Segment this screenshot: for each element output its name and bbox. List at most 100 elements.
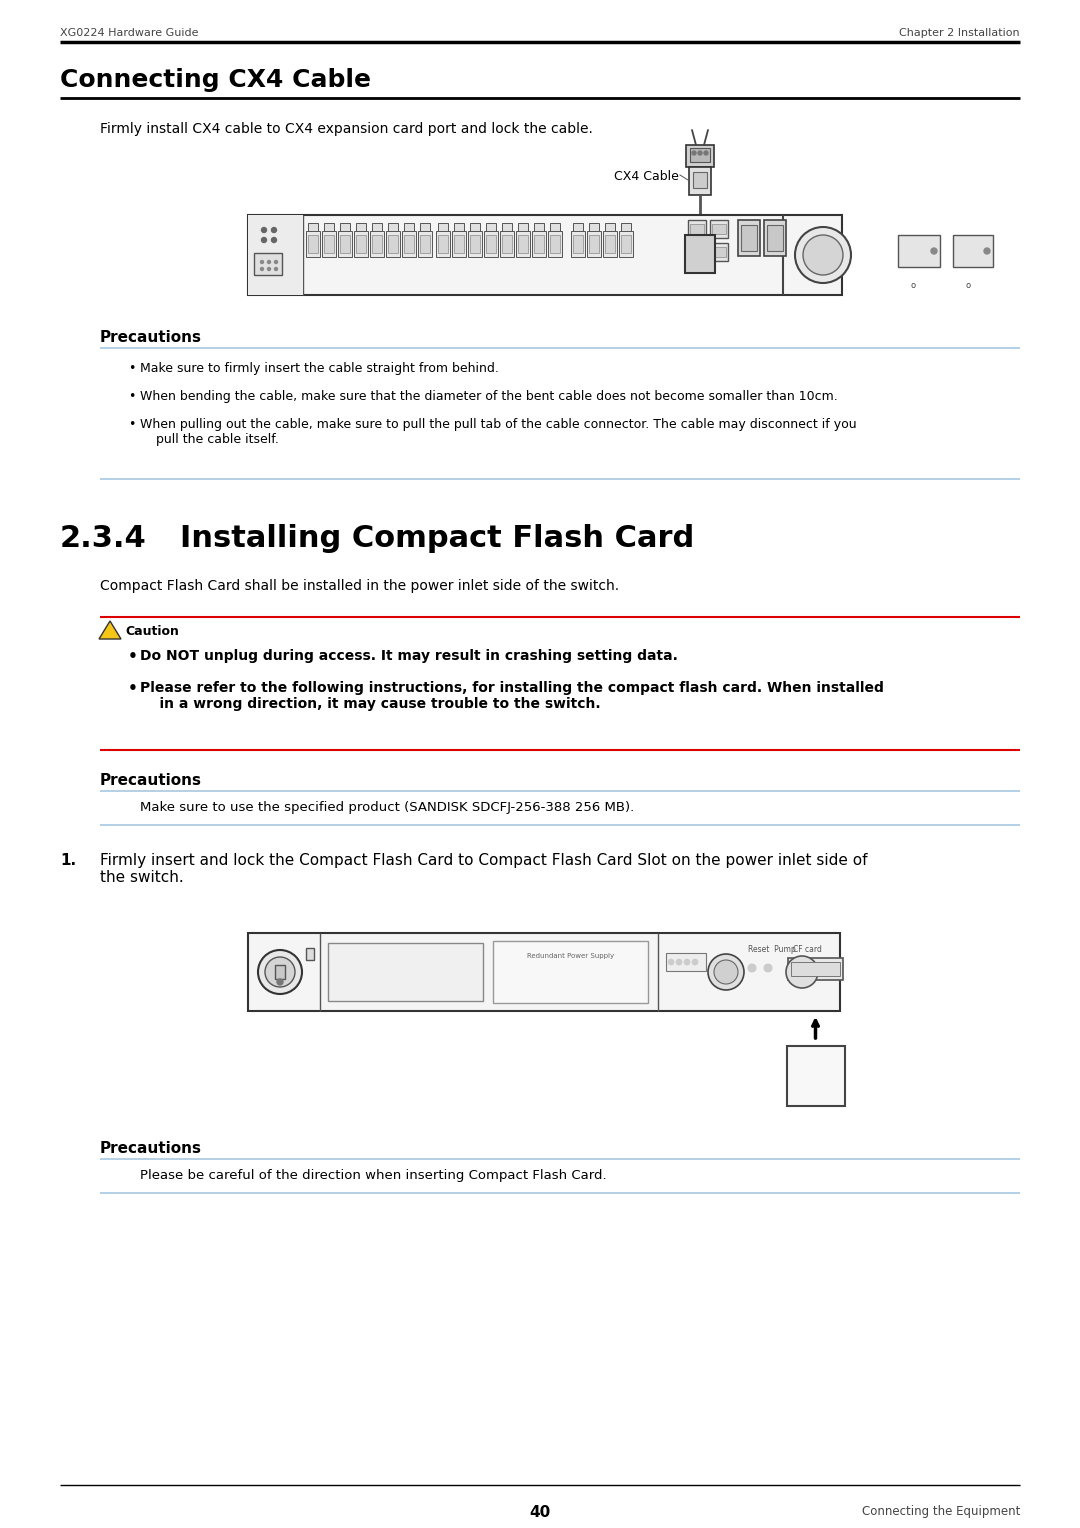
Bar — [764, 220, 786, 257]
Bar — [738, 220, 760, 257]
Text: •: • — [129, 390, 135, 403]
Bar — [621, 235, 631, 254]
Text: Precautions: Precautions — [100, 773, 202, 788]
Bar — [372, 235, 382, 254]
Bar — [453, 231, 465, 257]
Circle shape — [261, 228, 267, 232]
Text: Connecting CX4 Cable: Connecting CX4 Cable — [60, 69, 372, 92]
Text: •: • — [129, 681, 138, 695]
Bar — [254, 254, 282, 275]
Bar — [518, 223, 528, 231]
Text: Make sure to use the specified product (SANDISK SDCFJ-256-388 256 MB).: Make sure to use the specified product (… — [140, 801, 634, 814]
Bar — [502, 223, 512, 231]
Bar — [589, 235, 599, 254]
Bar — [548, 231, 562, 257]
Circle shape — [931, 248, 937, 254]
Circle shape — [260, 267, 264, 270]
Text: When pulling out the cable, make sure to pull the pull tab of the cable connecto: When pulling out the cable, make sure to… — [140, 419, 856, 446]
Bar — [588, 231, 600, 257]
Circle shape — [704, 151, 708, 154]
Text: Reset  Pump: Reset Pump — [748, 944, 796, 953]
Bar — [571, 231, 585, 257]
Bar — [470, 223, 480, 231]
Text: Firmly insert and lock the Compact Flash Card to Compact Flash Card Slot on the : Firmly insert and lock the Compact Flash… — [100, 853, 867, 885]
Bar — [340, 223, 350, 231]
Circle shape — [271, 228, 276, 232]
Bar — [712, 225, 726, 234]
Bar — [340, 235, 350, 254]
Bar — [404, 223, 414, 231]
Bar — [712, 248, 726, 257]
Circle shape — [676, 960, 681, 966]
Circle shape — [692, 960, 698, 966]
Circle shape — [265, 957, 295, 987]
Circle shape — [764, 964, 772, 972]
Bar — [356, 235, 366, 254]
Bar — [690, 225, 704, 234]
Bar — [420, 223, 430, 231]
Bar — [486, 223, 496, 231]
Bar — [372, 223, 382, 231]
Bar — [619, 231, 633, 257]
Bar — [308, 223, 318, 231]
Bar — [550, 223, 561, 231]
Text: Precautions: Precautions — [100, 1141, 202, 1157]
Bar — [324, 235, 334, 254]
Text: Connecting the Equipment: Connecting the Equipment — [862, 1505, 1020, 1517]
Circle shape — [274, 267, 278, 270]
Bar — [486, 235, 496, 254]
Text: Caution: Caution — [125, 625, 179, 639]
Bar — [402, 231, 416, 257]
Bar — [573, 235, 583, 254]
Circle shape — [669, 960, 674, 966]
Bar — [710, 220, 728, 238]
Text: Redundant Power Supply: Redundant Power Supply — [527, 953, 615, 960]
Circle shape — [260, 260, 264, 263]
Bar — [688, 243, 706, 261]
Circle shape — [786, 957, 818, 989]
Bar — [666, 953, 706, 970]
Text: o: o — [966, 281, 971, 290]
Text: CX4 Cable: CX4 Cable — [615, 170, 679, 183]
Text: When bending the cable, make sure that the diameter of the bent cable does not b: When bending the cable, make sure that t… — [140, 390, 838, 403]
Circle shape — [804, 235, 843, 275]
Bar — [468, 231, 482, 257]
Circle shape — [795, 228, 851, 283]
Bar — [550, 235, 561, 254]
Bar — [354, 231, 368, 257]
Bar — [484, 231, 498, 257]
Text: •: • — [129, 362, 135, 374]
Bar — [693, 173, 707, 188]
Text: CF card: CF card — [793, 944, 822, 953]
Bar — [370, 231, 384, 257]
Circle shape — [984, 248, 990, 254]
Text: Please refer to the following instructions, for installing the compact flash car: Please refer to the following instructio… — [140, 681, 883, 711]
Bar — [418, 231, 432, 257]
Bar — [248, 934, 840, 1012]
Bar — [470, 235, 480, 254]
FancyBboxPatch shape — [689, 167, 711, 196]
Circle shape — [258, 950, 302, 995]
Bar — [438, 235, 448, 254]
Bar — [322, 231, 336, 257]
Bar — [786, 1047, 845, 1106]
Circle shape — [692, 151, 696, 154]
Bar — [534, 235, 544, 254]
Text: Do NOT unplug during access. It may result in crashing setting data.: Do NOT unplug during access. It may resu… — [140, 649, 678, 663]
Bar — [328, 943, 483, 1001]
Bar — [454, 223, 464, 231]
Text: o: o — [910, 281, 916, 290]
Bar — [516, 231, 530, 257]
Bar — [589, 223, 599, 231]
Text: 40: 40 — [529, 1505, 551, 1520]
Bar — [306, 947, 314, 960]
Text: Compact Flash Card shall be installed in the power inlet side of the switch.: Compact Flash Card shall be installed in… — [100, 579, 619, 593]
Polygon shape — [99, 620, 121, 639]
Bar — [690, 148, 710, 162]
Bar — [306, 231, 320, 257]
Bar — [518, 235, 528, 254]
Text: •: • — [129, 649, 138, 665]
Bar — [605, 223, 615, 231]
Bar — [534, 223, 544, 231]
Bar — [605, 235, 615, 254]
